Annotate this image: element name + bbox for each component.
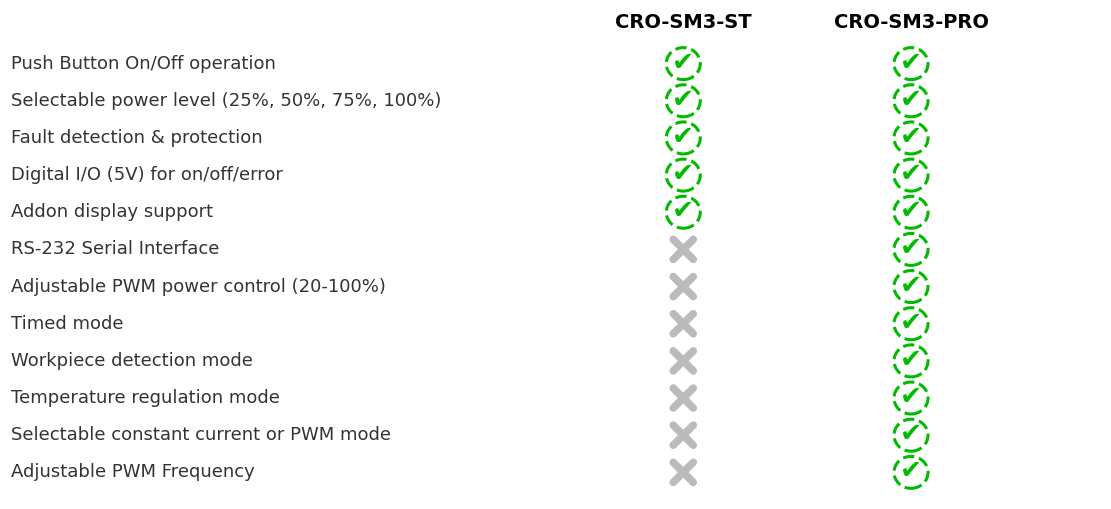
Text: ✔: ✔	[672, 49, 694, 76]
Text: Digital I/O (5V) for on/off/error: Digital I/O (5V) for on/off/error	[11, 166, 283, 184]
Text: Selectable power level (25%, 50%, 75%, 100%): Selectable power level (25%, 50%, 75%, 1…	[11, 92, 441, 110]
Text: Timed mode: Timed mode	[11, 315, 123, 333]
Text: Push Button On/Off operation: Push Button On/Off operation	[11, 54, 276, 73]
Text: ✔: ✔	[900, 198, 922, 224]
Text: ✔: ✔	[900, 384, 922, 410]
Text: Fault detection & protection: Fault detection & protection	[11, 129, 262, 147]
Text: CRO-SM3-PRO: CRO-SM3-PRO	[833, 13, 989, 33]
Text: ✔: ✔	[900, 87, 922, 113]
Text: ✔: ✔	[672, 87, 694, 113]
Text: ✔: ✔	[900, 347, 922, 373]
Text: ✔: ✔	[672, 161, 694, 187]
Text: Addon display support: Addon display support	[11, 203, 213, 221]
Text: ✔: ✔	[900, 49, 922, 76]
Text: Temperature regulation mode: Temperature regulation mode	[11, 389, 280, 407]
Text: RS-232 Serial Interface: RS-232 Serial Interface	[11, 240, 220, 259]
Text: CRO-SM3-ST: CRO-SM3-ST	[615, 13, 751, 33]
Text: ✔: ✔	[672, 124, 694, 150]
Text: ✔: ✔	[900, 421, 922, 447]
Text: Adjustable PWM Frequency: Adjustable PWM Frequency	[11, 463, 254, 482]
Text: Adjustable PWM power control (20-100%): Adjustable PWM power control (20-100%)	[11, 277, 386, 296]
Text: ✔: ✔	[900, 309, 922, 336]
Text: ✔: ✔	[900, 272, 922, 299]
Text: Workpiece detection mode: Workpiece detection mode	[11, 352, 253, 370]
Text: ✔: ✔	[900, 161, 922, 187]
Text: ✔: ✔	[900, 235, 922, 262]
Text: ✔: ✔	[900, 124, 922, 150]
Text: ✔: ✔	[672, 198, 694, 224]
Text: ✔: ✔	[900, 458, 922, 485]
Text: Selectable constant current or PWM mode: Selectable constant current or PWM mode	[11, 426, 391, 444]
